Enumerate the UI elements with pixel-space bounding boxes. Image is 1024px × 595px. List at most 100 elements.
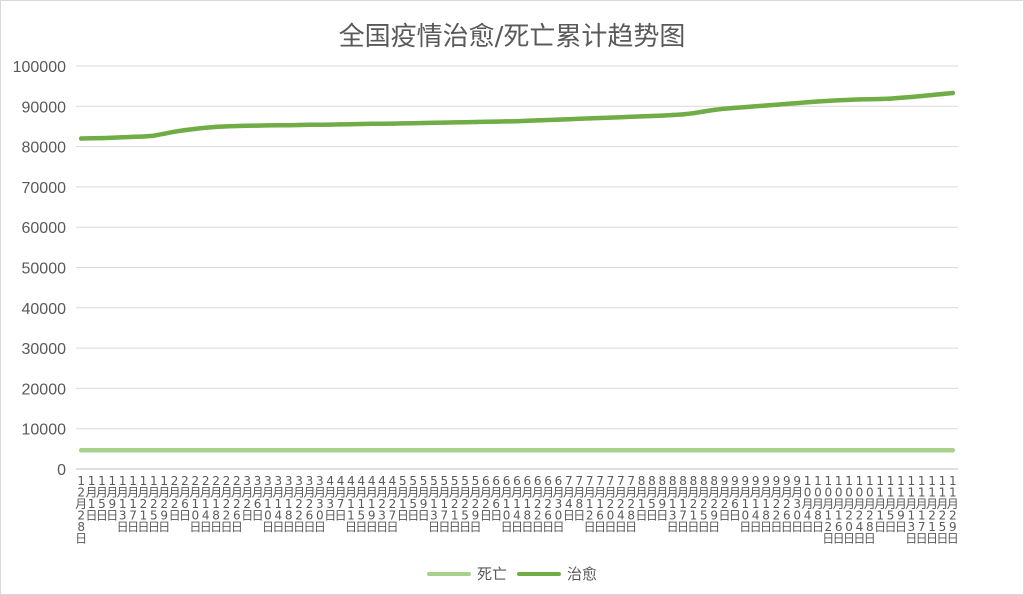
data-point-recovered [504,119,509,124]
data-point-recovered [587,116,592,121]
data-point-deaths [224,448,229,453]
data-point-recovered [805,100,810,105]
chart-legend: 死亡 治愈 [0,563,1024,584]
data-point-recovered [151,133,157,138]
data-point-recovered [898,95,904,101]
data-point-deaths [805,448,810,453]
data-point-recovered [110,135,115,140]
data-point-deaths [763,448,769,453]
legend-swatch-recovered [517,571,561,576]
data-point-recovered [545,117,551,123]
data-point-deaths [130,448,136,453]
data-point-recovered [245,123,250,129]
data-point-recovered [732,105,738,111]
data-point-deaths [514,448,520,453]
data-point-deaths [172,448,177,453]
data-point-deaths [421,448,426,453]
data-point-deaths [452,448,457,453]
data-point-recovered [649,113,655,119]
data-point-recovered [78,136,84,141]
data-point-deaths [909,448,914,453]
data-point-deaths [431,448,437,453]
data-point-deaths [265,448,271,453]
data-point-recovered [826,98,831,104]
data-point-deaths [608,448,613,453]
legend-swatch-deaths [426,571,471,576]
data-point-recovered [815,99,821,104]
data-point-recovered [784,101,789,107]
data-point-deaths [328,448,333,453]
data-point-recovered [660,113,665,118]
data-point-deaths [628,448,634,453]
data-point-deaths [784,448,789,453]
data-point-deaths [545,448,551,453]
data-point-recovered [193,126,198,132]
data-point-recovered [628,114,634,119]
data-point-recovered [514,119,520,124]
data-point-recovered [877,96,883,102]
data-point-deaths [888,448,893,453]
data-point-recovered [359,121,364,127]
data-point-deaths [701,448,706,453]
data-point-deaths [296,448,302,453]
data-point-recovered [711,107,717,113]
data-point-deaths [525,448,530,453]
data-point-recovered [888,96,893,101]
data-point-recovered [307,122,312,128]
data-point-deaths [203,448,208,453]
data-point-deaths [753,448,758,453]
data-point-deaths [680,448,686,453]
data-point-deaths [836,448,841,453]
data-point-recovered [722,106,727,111]
data-point-recovered [411,121,416,126]
data-point-recovered [691,110,696,116]
data-point-deaths [711,448,717,453]
data-point-recovered [909,94,914,100]
data-point-deaths [411,448,416,453]
legend-label-recovered: 治愈 [567,565,598,583]
data-point-deaths [182,448,188,453]
data-point-recovered [369,121,374,127]
data-point-deaths [732,448,738,453]
data-point-recovered [234,123,240,129]
data-point-deaths [794,448,800,453]
data-point-deaths [577,448,582,453]
data-point-deaths [940,448,945,453]
y-tick-label: 80000 [22,140,67,157]
data-point-deaths [462,448,468,453]
data-point-deaths [473,448,478,453]
legend-item-recovered: 治愈 [517,563,597,584]
y-tick-label: 40000 [22,301,67,318]
data-point-deaths [348,448,354,453]
